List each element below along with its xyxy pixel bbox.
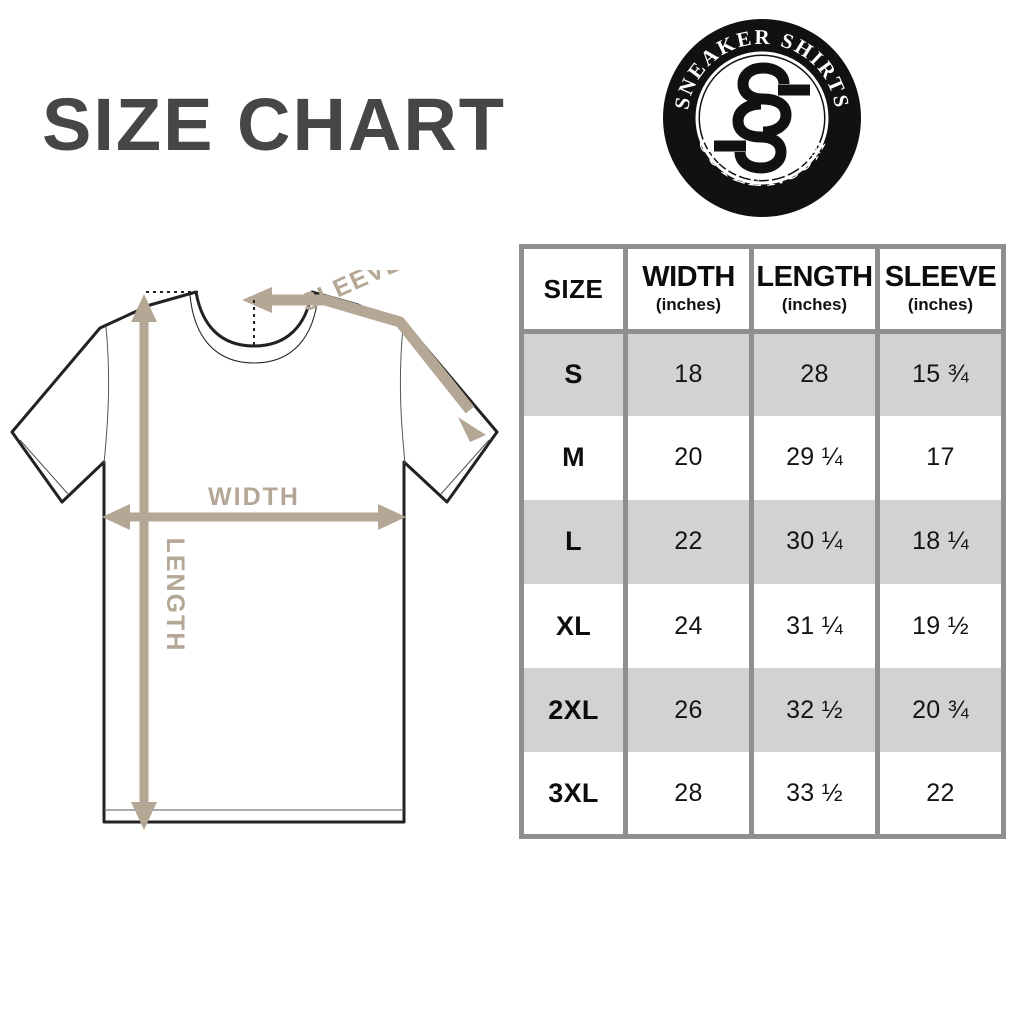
cell-size: M — [519, 415, 628, 500]
cell-size: S — [519, 331, 628, 416]
sleeve-arrow — [242, 287, 486, 442]
table-row: L 22 30 ¼ 18 ¼ — [519, 499, 1006, 584]
table-row: 2XL 26 32 ½ 20 ¾ — [519, 668, 1006, 753]
cell-size: XL — [519, 583, 628, 669]
cell-length: 28 — [749, 331, 880, 416]
cell-width: 20 — [623, 415, 754, 500]
width-label: WIDTH — [208, 483, 300, 511]
table-row: XL 24 31 ¼ 19 ½ — [519, 583, 1006, 669]
cell-width: 24 — [623, 583, 754, 669]
tshirt-measurement-diagram: SLEEVE WIDTH LENGTH — [10, 270, 499, 830]
cell-size: L — [519, 499, 628, 584]
cell-sleeve: 15 ¾ — [875, 331, 1006, 416]
logo-monogram-ss — [714, 62, 810, 174]
size-table-body: S 18 28 15 ¾ M 20 29 ¼ 17 — [519, 331, 1006, 837]
page-title: SIZE CHART — [42, 83, 506, 166]
cell-sleeve: 19 ½ — [875, 583, 1006, 669]
cell-sleeve: 18 ¼ — [875, 499, 1006, 584]
cell-width: 22 — [623, 499, 754, 584]
size-table: SIZE WIDTH (inches) LENGTH (inches) SLEE… — [519, 244, 1006, 839]
cell-width: 28 — [623, 752, 754, 837]
length-arrowhead-bottom — [131, 802, 157, 830]
cell-length: 32 ½ — [749, 668, 880, 753]
cell-sleeve: 17 — [875, 415, 1006, 500]
size-table-head: SIZE WIDTH (inches) LENGTH (inches) SLEE… — [519, 246, 1006, 334]
tshirt-seams — [19, 326, 490, 811]
tshirt-outline — [10, 290, 499, 824]
tshirt-collar — [189, 294, 319, 364]
header-cell-length: LENGTH (inches) — [749, 246, 880, 334]
table-row: S 18 28 15 ¾ — [519, 331, 1006, 416]
cell-width: 26 — [623, 668, 754, 753]
width-arrow — [102, 504, 406, 530]
header-sleeve-units: (inches) — [907, 294, 974, 314]
cell-size: 3XL — [519, 752, 628, 837]
sleeve-arrowhead-right — [458, 417, 486, 442]
cell-length: 30 ¼ — [749, 499, 880, 584]
table-row: M 20 29 ¼ 17 — [519, 415, 1006, 500]
cell-width: 18 — [623, 331, 754, 416]
logo-inner-ring — [695, 51, 829, 185]
cell-sleeve: 20 ¾ — [875, 668, 1006, 753]
header-length-label: LENGTH — [756, 261, 873, 294]
header-width-label: WIDTH — [642, 261, 735, 294]
header-width-units: (inches) — [655, 294, 722, 314]
header-sleeve-label: SLEEVE — [884, 261, 997, 294]
cell-sleeve: 22 — [875, 752, 1006, 837]
length-label: LENGTH — [161, 538, 189, 653]
header-cell-width: WIDTH (inches) — [623, 246, 754, 334]
width-arrowhead-left — [102, 504, 130, 530]
header-cell-size: SIZE — [519, 246, 628, 334]
length-arrowhead-top — [131, 294, 157, 322]
header-length-units: (inches) — [781, 294, 848, 314]
cell-length: 33 ½ — [749, 752, 880, 837]
header-cell-sleeve: SLEEVE (inches) — [875, 246, 1006, 334]
cell-length: 29 ¼ — [749, 415, 880, 500]
table-row: 3XL 28 33 ½ 22 — [519, 752, 1006, 837]
table-header-row: SIZE WIDTH (inches) LENGTH (inches) SLEE… — [519, 246, 1006, 334]
length-arrow — [131, 294, 157, 830]
header-size-label: SIZE — [543, 273, 604, 304]
sneaker-shirts-outlet-logo: SNEAKER SHIRTS OUTLET.COM — [663, 19, 861, 217]
cell-size: 2XL — [519, 668, 628, 753]
cell-length: 31 ¼ — [749, 583, 880, 669]
width-arrowhead-right — [378, 504, 406, 530]
sleeve-arrowhead-left — [242, 287, 272, 313]
